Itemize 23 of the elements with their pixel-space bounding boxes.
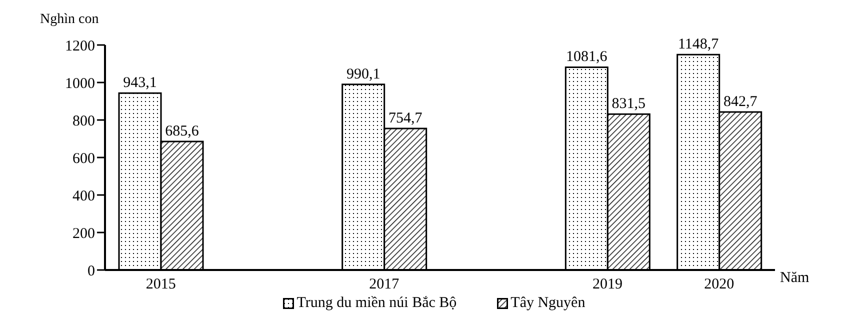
data-label: 831,5 xyxy=(612,96,646,112)
legend-label: Tây Nguyên xyxy=(510,295,586,312)
data-label: 943,1 xyxy=(123,75,157,92)
x-tick-label: 2017 xyxy=(369,276,400,293)
x-tick-label: 2020 xyxy=(704,276,734,293)
x-tick-label: 2015 xyxy=(146,276,176,293)
y-tick-label: 0 xyxy=(88,263,95,280)
y-tick-label: 1200 xyxy=(65,38,95,54)
legend-label: Trung du miền núi Bắc Bộ xyxy=(296,295,457,312)
y-tick-label: 200 xyxy=(72,226,95,242)
y-tick-label: 800 xyxy=(72,113,95,130)
data-label: 990,1 xyxy=(346,66,380,82)
data-label: 1081,6 xyxy=(566,49,608,66)
y-tick-label: 1000 xyxy=(65,76,95,92)
x-tick-label: 2019 xyxy=(592,276,622,293)
data-label: 1148,7 xyxy=(678,36,720,53)
data-label: 842,7 xyxy=(723,94,758,110)
y-tick-label: 600 xyxy=(72,150,95,167)
data-label: 685,6 xyxy=(165,123,200,140)
y-tick-label: 400 xyxy=(72,188,95,204)
data-label: 754,7 xyxy=(388,110,423,126)
x-axis-title: Năm xyxy=(780,270,810,287)
y-axis-title: Nghìn con xyxy=(40,12,99,28)
